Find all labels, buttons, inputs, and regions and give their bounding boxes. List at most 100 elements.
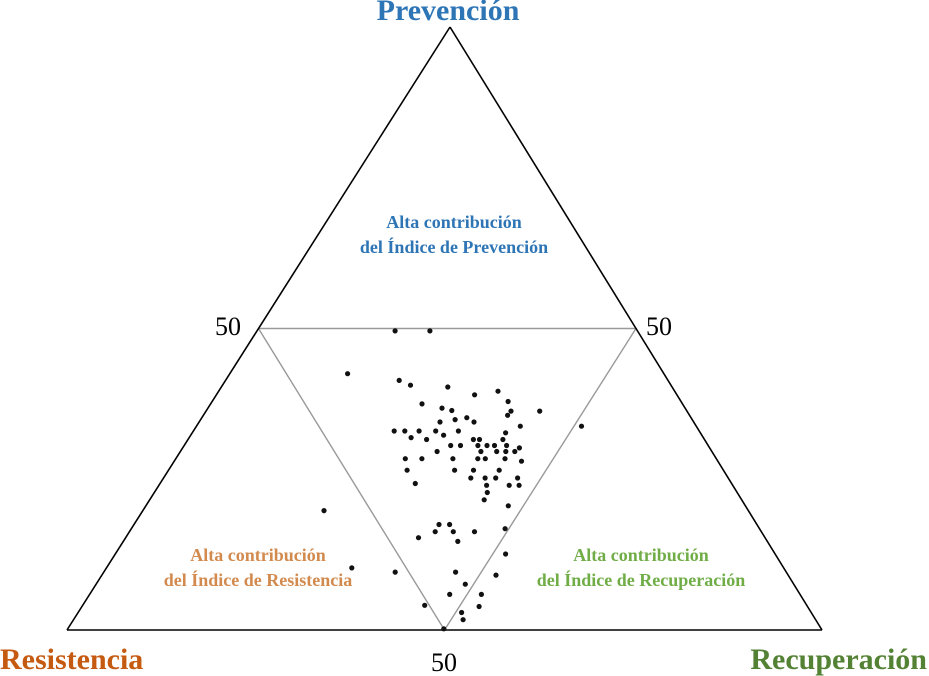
- data-point: [349, 565, 355, 571]
- region-label-resistencia-line1: Alta contribución: [190, 545, 326, 565]
- data-point: [482, 456, 488, 462]
- data-point: [462, 581, 468, 587]
- data-point: [457, 442, 464, 449]
- data-point: [392, 569, 398, 575]
- midpoint-label-right: 50: [646, 312, 672, 341]
- data-point: [503, 448, 509, 455]
- data-point: [427, 328, 433, 334]
- data-point: [493, 475, 499, 481]
- data-point: [503, 551, 509, 557]
- data-point: [478, 448, 484, 455]
- data-point: [455, 538, 461, 545]
- data-point: [470, 436, 476, 443]
- data-point: [408, 435, 414, 441]
- data-point: [504, 442, 510, 449]
- data-point: [432, 529, 438, 535]
- inner-line-left: [257, 328, 446, 631]
- edge-left: [66, 26, 451, 631]
- data-point: [452, 417, 458, 423]
- data-point: [416, 428, 422, 434]
- data-point: [506, 482, 512, 488]
- data-point: [392, 328, 398, 334]
- data-point: [475, 442, 481, 449]
- data-point: [505, 503, 511, 509]
- data-point: [448, 442, 454, 449]
- data-point: [433, 428, 439, 434]
- data-point: [402, 456, 408, 462]
- data-point: [578, 423, 585, 429]
- data-point: [407, 382, 414, 388]
- data-point: [495, 388, 501, 394]
- data-point: [436, 521, 442, 528]
- data-point: [500, 436, 506, 443]
- data-point: [484, 482, 490, 488]
- data-point: [484, 489, 490, 496]
- data-point: [459, 609, 465, 616]
- data-point: [449, 407, 455, 414]
- data-point: [482, 475, 488, 481]
- data-point: [321, 508, 327, 514]
- data-point: [491, 442, 498, 449]
- midpoint-label-left: 50: [215, 312, 241, 341]
- data-point: [447, 521, 453, 528]
- data-point: [505, 398, 511, 405]
- data-point: [453, 569, 459, 575]
- data-point: [493, 572, 499, 578]
- data-point: [471, 529, 478, 535]
- data-point: [434, 448, 440, 455]
- midpoint-label-bottom: 50: [431, 648, 457, 676]
- data-point: [496, 467, 502, 473]
- data-point: [345, 371, 351, 377]
- data-point: [447, 591, 453, 598]
- data-point: [437, 419, 443, 425]
- data-point: [452, 467, 458, 473]
- data-point: [471, 419, 477, 425]
- data-point: [412, 480, 418, 487]
- region-label-recuperacion-line2: del Índice de Recuperación: [537, 569, 746, 590]
- data-point: [503, 430, 509, 436]
- data-point: [391, 428, 397, 434]
- data-point: [517, 423, 523, 429]
- vertex-label-right: Recuperación: [750, 643, 927, 676]
- data-point: [424, 436, 430, 443]
- data-point: [415, 535, 422, 541]
- data-point: [460, 617, 466, 623]
- data-point: [537, 408, 543, 414]
- data-point: [450, 529, 456, 535]
- inner-triangle: [257, 327, 637, 631]
- region-label-prevencion-line1: Alta contribución: [386, 212, 522, 232]
- data-point: [472, 392, 478, 398]
- data-point: [515, 475, 521, 481]
- data-point: [508, 408, 514, 414]
- data-point: [441, 626, 447, 632]
- data-point: [470, 467, 477, 473]
- data-point: [475, 456, 481, 462]
- data-point: [419, 456, 425, 462]
- inner-line-right: [443, 328, 637, 631]
- data-point: [402, 428, 408, 434]
- data-point: [481, 497, 487, 503]
- data-point: [468, 475, 474, 481]
- data-point: [484, 442, 490, 449]
- data-points: [321, 328, 585, 632]
- data-point: [396, 377, 402, 383]
- data-point: [441, 432, 447, 438]
- data-point: [476, 436, 483, 443]
- data-point: [512, 448, 518, 455]
- data-point: [422, 602, 428, 608]
- data-point: [505, 412, 511, 418]
- data-point: [502, 526, 508, 532]
- data-point: [518, 458, 525, 464]
- data-point: [516, 445, 523, 451]
- data-point: [494, 448, 500, 455]
- vertex-label-left: Resistencia: [0, 643, 143, 676]
- data-point: [445, 384, 451, 390]
- data-point: [419, 401, 425, 407]
- region-label-recuperacion-line1: Alta contribución: [573, 545, 709, 565]
- data-point: [450, 456, 456, 462]
- vertex-label-top: Prevención: [377, 0, 520, 27]
- data-point: [502, 456, 508, 462]
- edge-right: [449, 26, 823, 631]
- data-point: [464, 415, 470, 421]
